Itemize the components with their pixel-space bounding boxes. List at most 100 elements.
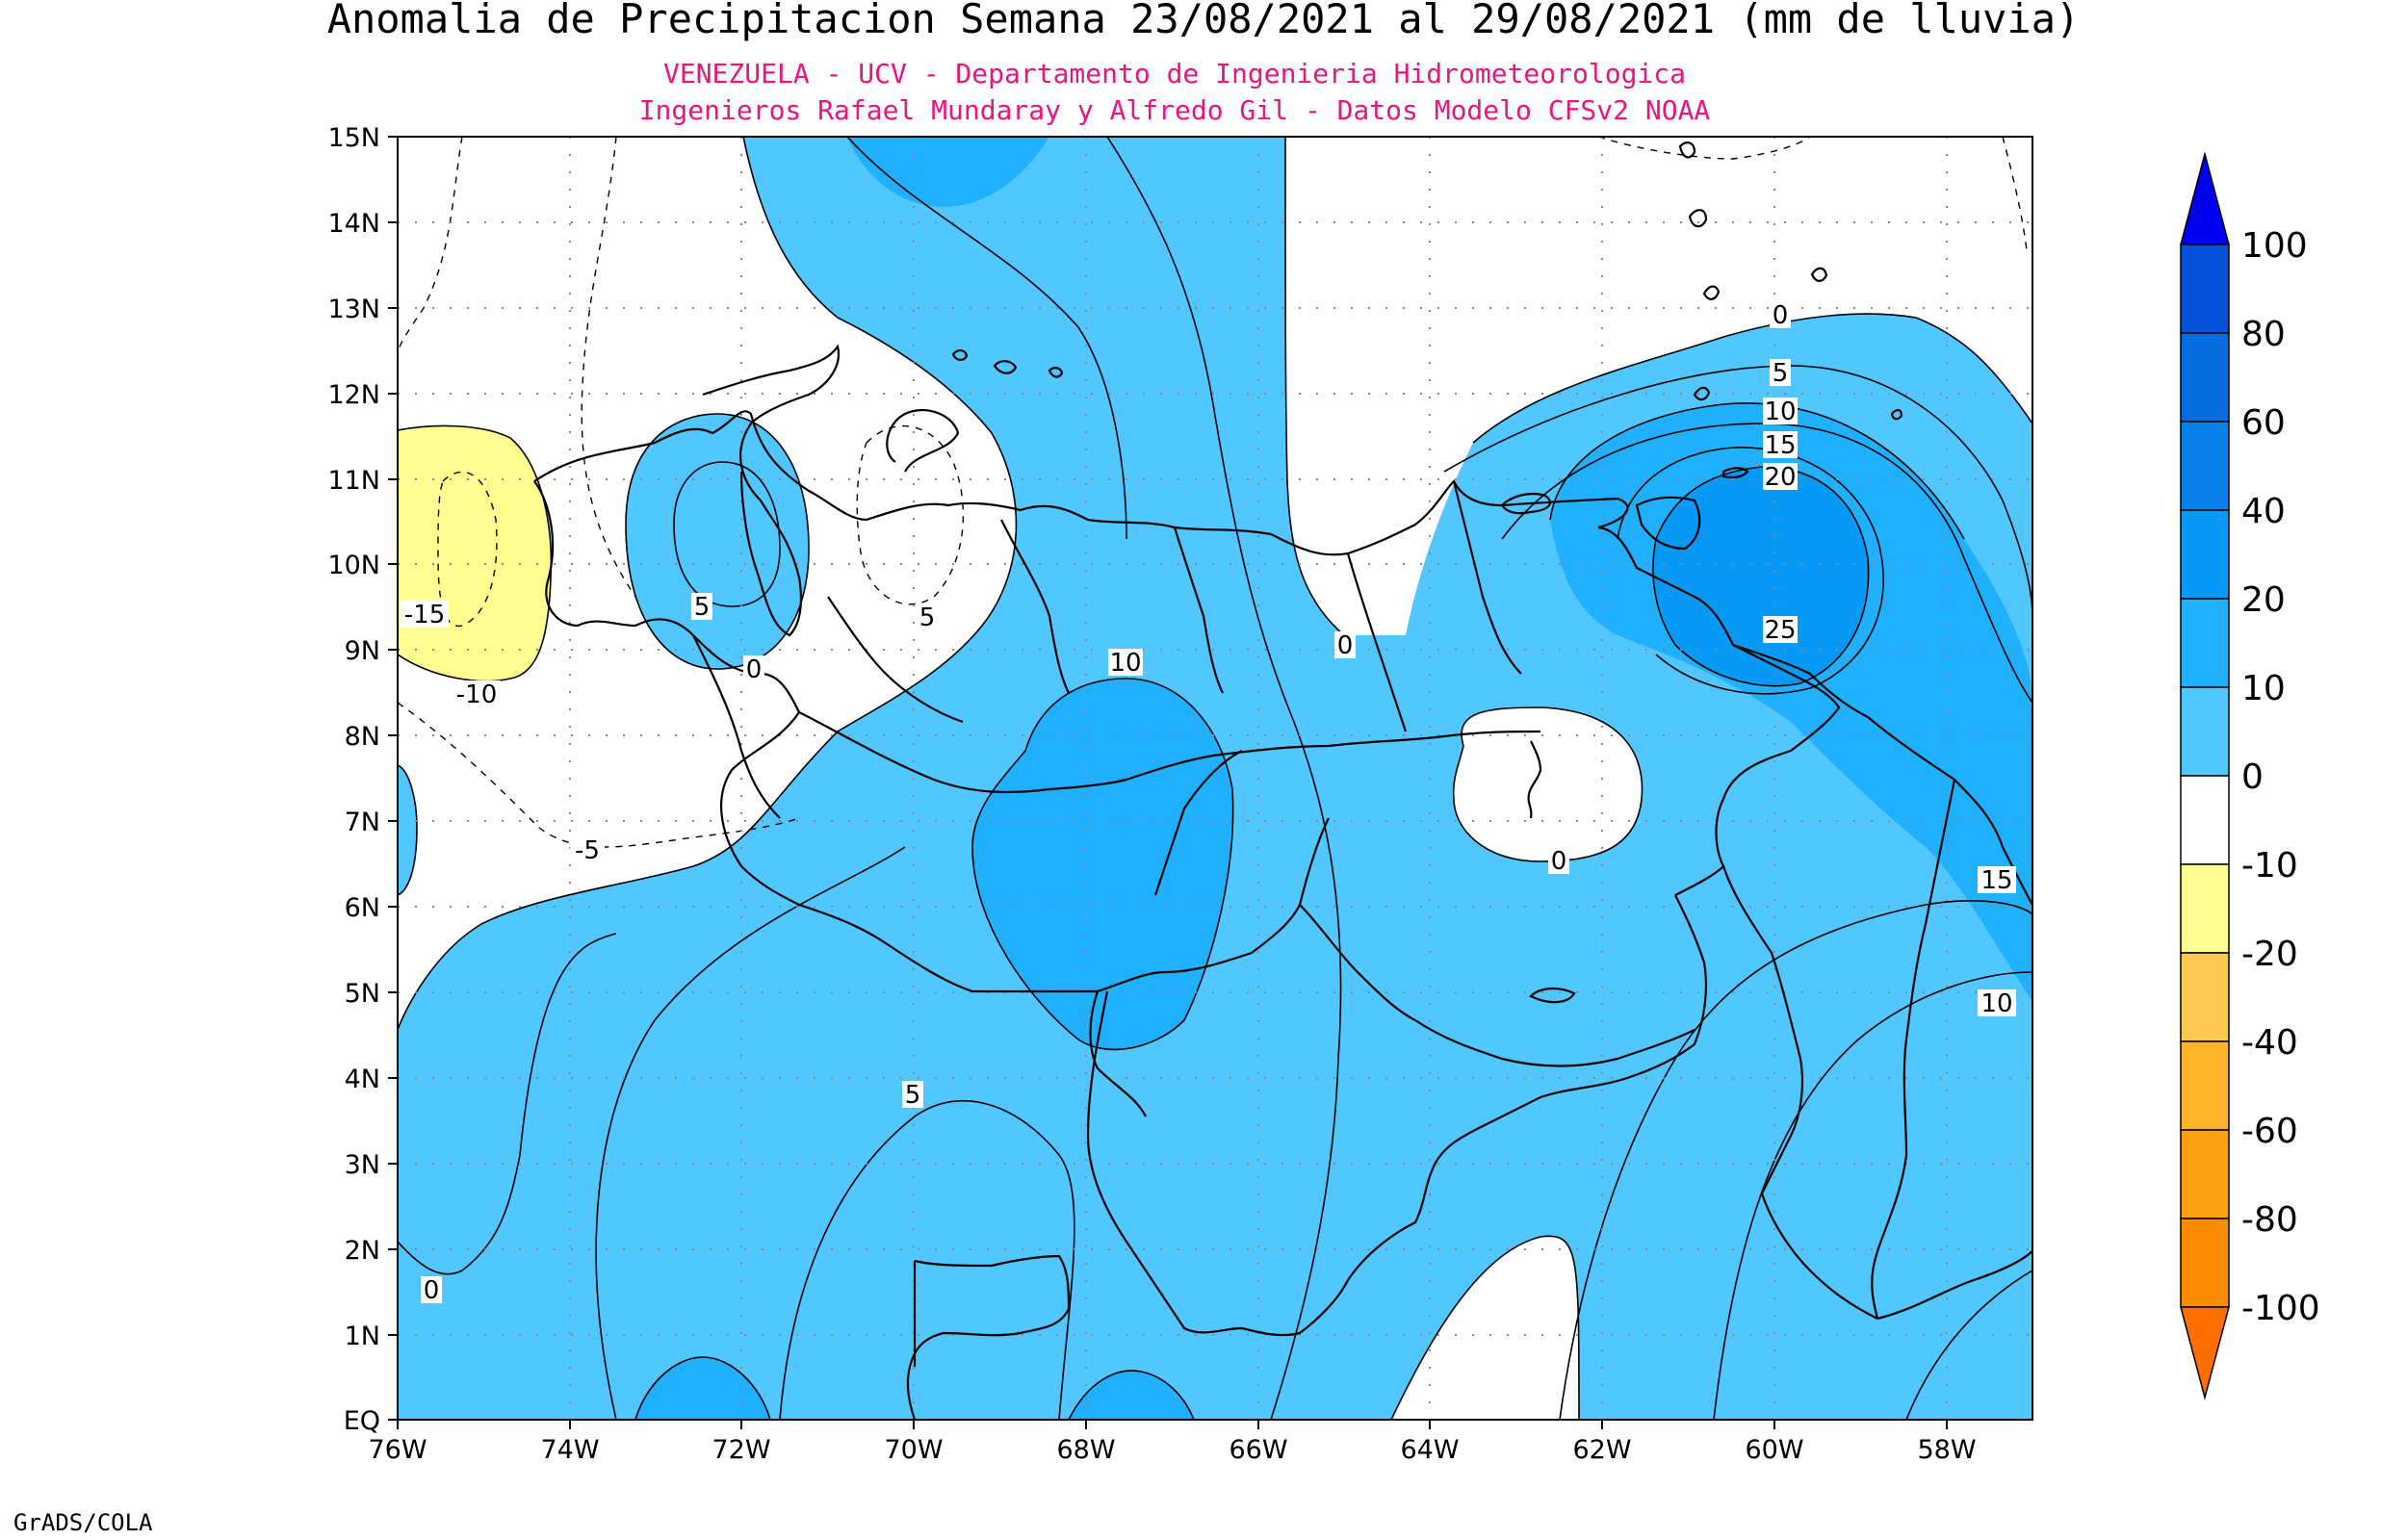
anomaly-region-10-20-west-lobe (626, 414, 809, 669)
contour-label-box (1334, 631, 1356, 658)
contour-label-layer: 0 5 10 15 20 25 10 0 0 15 10 5 0 5 0 5 -… (401, 301, 2016, 1305)
island-dominica (1678, 141, 1696, 159)
contour-label-box (401, 601, 449, 628)
island-barbados (1890, 409, 1903, 421)
graticule (398, 137, 2032, 1420)
lat-tick-label: 8N (345, 722, 380, 752)
map-title: Anomalia de Precipitacion Semana 23/08/2… (327, 0, 2081, 42)
lon-tick-label: 64W (1400, 1435, 1459, 1465)
contour-label: 5 (919, 603, 936, 632)
lon-tick-label: 62W (1572, 1435, 1631, 1465)
lat-tick-label: 5N (345, 979, 380, 1009)
contour-label: -10 (456, 680, 497, 709)
coastline-guajira (702, 344, 841, 424)
contour-label: 20 (1764, 463, 1796, 492)
lon-tick-label: 76W (368, 1435, 427, 1465)
contour-label-box (743, 655, 764, 682)
border-venezuela-guyana (1597, 526, 1841, 896)
contour-label-box (1763, 431, 1798, 458)
contour-label: 5 (1773, 359, 1789, 388)
island-martinique (1688, 209, 1708, 228)
colorbar-label: 60 (2241, 403, 2286, 443)
border-venezuela-brazil-east (1721, 865, 1878, 1320)
lat-tick-label: 10N (327, 551, 380, 580)
contour-label-box (1763, 463, 1798, 490)
border-inner-11 (692, 634, 781, 819)
colorbar-label: 100 (2241, 226, 2308, 266)
contour-label-box (1763, 616, 1798, 643)
border-inner-1 (798, 711, 1127, 794)
colorbar-segment (2180, 863, 2230, 954)
border-inner-9 (1452, 480, 1522, 675)
coastline-guyana (1732, 643, 2032, 906)
contour-label-box (1770, 359, 1791, 386)
negative-contour-lines (398, 137, 2028, 848)
border-inner-10 (827, 596, 964, 724)
colorbar-segment (2180, 1218, 2230, 1308)
island-margarita (1500, 492, 1552, 515)
color-legend (2180, 151, 2230, 1400)
colorbar-segment (2180, 509, 2230, 600)
border-inner-6 (1000, 519, 1070, 694)
axis-ticks (388, 136, 1948, 1429)
colorbar-label: 10 (2241, 669, 2286, 708)
lat-tick-label: 13N (327, 295, 380, 324)
colorbar-top-arrow (2180, 151, 2230, 245)
anomaly-region-10-20-small-south-2 (1069, 1371, 1194, 1420)
colorbar-bottom-arrow (2180, 1306, 2230, 1400)
island-st-lucia (1810, 267, 1828, 282)
contour-label: 5 (694, 593, 711, 622)
lat-tick-label: 11N (327, 466, 380, 496)
colorbar-label: 0 (2241, 757, 2264, 797)
island-st-vincent (1702, 285, 1721, 300)
coastlines-and-borders (533, 141, 2032, 1420)
island-tobago (1721, 467, 1749, 479)
lon-tick-label: 68W (1056, 1435, 1115, 1465)
colorbar-label: -40 (2241, 1023, 2298, 1063)
lat-tick-label: EQ (344, 1406, 380, 1436)
island-trinidad (1635, 496, 1701, 551)
colorbar-label: 80 (2241, 315, 2286, 354)
border-guyana-suriname (1871, 779, 1956, 1320)
colorbar-segment (2180, 421, 2230, 511)
border-inner-5 (1414, 1019, 1695, 1067)
colorbar-label: -100 (2241, 1289, 2320, 1328)
colorbar-labels: 100 80 60 40 20 10 0 -10 -20 -40 -60 -80… (2241, 226, 2320, 1328)
border-inner-3 (1153, 750, 1243, 896)
contour-label-box (1770, 301, 1791, 328)
contour-label-box (1978, 866, 2016, 893)
contour-label: 10 (1980, 989, 2012, 1018)
contour-label: 15 (1980, 866, 2012, 895)
colorbar-segment (2180, 952, 2230, 1042)
contour-label: 0 (746, 655, 763, 684)
border-venezuela-colombia-south (1089, 990, 1147, 1117)
contour-label-box (1978, 989, 2016, 1016)
contour-label: 0 (1773, 301, 1789, 330)
contour-label: 25 (1764, 616, 1796, 645)
coastline-north (533, 410, 1629, 556)
contour-label-box (421, 1276, 442, 1303)
anomaly-region-20-40-core (1652, 467, 1869, 686)
anomaly-region-white-north (1285, 137, 2032, 635)
colorbar-segment (2180, 244, 2230, 334)
contour-label: 0 (1337, 631, 1354, 660)
colorbar-segment (2180, 598, 2230, 688)
plot-area: 0 5 10 15 20 25 10 0 0 15 10 5 0 5 0 5 -… (398, 137, 2032, 1420)
colorbar-label: -80 (2241, 1200, 2298, 1240)
subtitle-authors: Ingenieros Rafael Mundaray y Alfredo Gil… (639, 94, 1711, 126)
colorbar-label: -20 (2241, 935, 2298, 974)
lon-tick-label: 60W (1745, 1435, 1803, 1465)
contour-label: 5 (905, 1081, 921, 1110)
colorbar-segment (2180, 1040, 2230, 1131)
island-curacao (993, 360, 1018, 374)
anomaly-region-10-20-west-edge (398, 765, 417, 895)
lat-tick-label: 15N (327, 123, 380, 153)
contour-label-box (453, 680, 501, 707)
island-aruba (951, 349, 969, 361)
lat-tick-label: 9N (345, 636, 380, 666)
colorbar-segment (2180, 332, 2230, 423)
anomaly-region-white-interior (1453, 707, 1643, 861)
lon-tick-label: 74W (540, 1435, 599, 1465)
anomaly-region-10-20-north (847, 137, 1049, 207)
border-inner-4 (1299, 904, 1416, 1021)
